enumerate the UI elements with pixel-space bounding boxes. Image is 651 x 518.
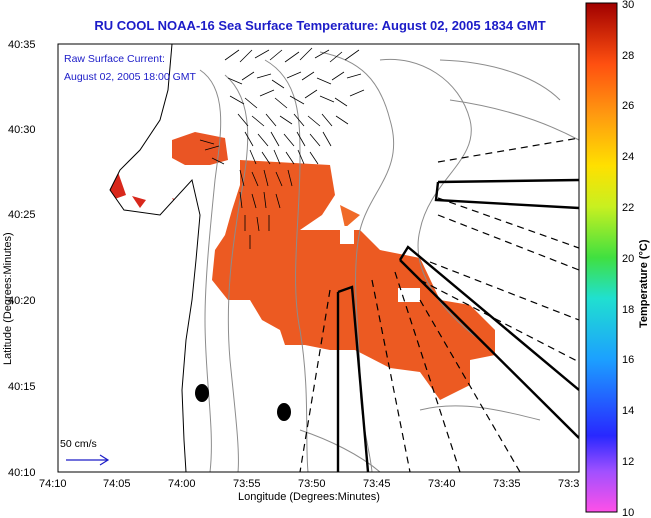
surface-current-vectors (199, 47, 365, 249)
y-axis: 40:35 40:30 40:25 40:20 40:15 40:10 Lati… (2, 39, 36, 479)
map-title: RU COOL NOAA-16 Sea Surface Temperature:… (94, 18, 546, 33)
scale-label: 50 cm/s (60, 438, 97, 450)
land-mass (58, 44, 201, 472)
plot-border (57, 43, 580, 473)
colorbar-label: Temperature (°C) (638, 239, 650, 328)
y-tick-label: 40:15 (8, 381, 36, 393)
colorbar: 30 28 26 24 22 20 18 16 14 12 10 Tempera… (585, 0, 650, 518)
x-axis-label: Longitude (Degrees:Minutes) (238, 491, 380, 503)
radar-solid-beams (336, 178, 579, 472)
y-tick-label: 40:25 (8, 209, 36, 221)
legend-line-2: August 02, 2005 18:00 GMT (64, 71, 197, 83)
radar-dashed-lines (299, 137, 579, 472)
x-tick-label: 73:40 (428, 478, 456, 490)
sst-north-patch (172, 132, 228, 165)
scale-arrow (66, 454, 110, 466)
y-tick-label: 40:35 (8, 39, 36, 51)
x-tick-label: 74:10 (39, 478, 67, 490)
buoy-marker-2 (277, 403, 291, 421)
sst-field (96, 132, 495, 400)
y-tick-label: 40:30 (8, 124, 36, 136)
buoy-marker-1 (195, 384, 209, 402)
x-tick-label: 73:50 (298, 478, 326, 490)
y-axis-label: Latitude (Degrees:Minutes) (2, 232, 14, 365)
colorbar-tick: 26 (622, 100, 634, 112)
colorbar-tick: 10 (622, 507, 634, 518)
x-axis: 74:10 74:05 74:00 73:55 73:50 73:45 73:4… (39, 478, 579, 503)
sst-main-patch (212, 160, 495, 400)
colorbar-gradient (585, 2, 618, 513)
x-tick-label: 73:35 (493, 478, 521, 490)
legend-line-1: Raw Surface Current: (64, 53, 165, 65)
x-tick-label: 74:00 (168, 478, 196, 490)
colorbar-tick: 22 (622, 202, 634, 214)
colorbar-tick: 18 (622, 304, 634, 316)
plot-area (58, 44, 579, 472)
colorbar-tick: 20 (622, 253, 634, 265)
x-tick-label: 73:55 (233, 478, 261, 490)
sst-mid-patch (340, 205, 360, 228)
x-tick-label: 73:45 (363, 478, 391, 490)
x-tick-label: 73:3 (558, 478, 579, 490)
sst-gap-1 (340, 226, 354, 244)
colorbar-tick: 12 (622, 456, 634, 468)
sst-hot-patch-2 (132, 196, 146, 208)
colorbar-tick: 24 (622, 151, 634, 163)
y-tick-label: 40:20 (8, 295, 36, 307)
colorbar-tick: 16 (622, 354, 634, 366)
colorbar-tick: 14 (622, 405, 634, 417)
colorbar-tick: 30 (622, 0, 634, 11)
colorbar-tick: 28 (622, 50, 634, 62)
sst-gap-2 (398, 288, 420, 302)
x-tick-label: 74:05 (103, 478, 131, 490)
y-tick-label: 40:10 (8, 467, 36, 479)
